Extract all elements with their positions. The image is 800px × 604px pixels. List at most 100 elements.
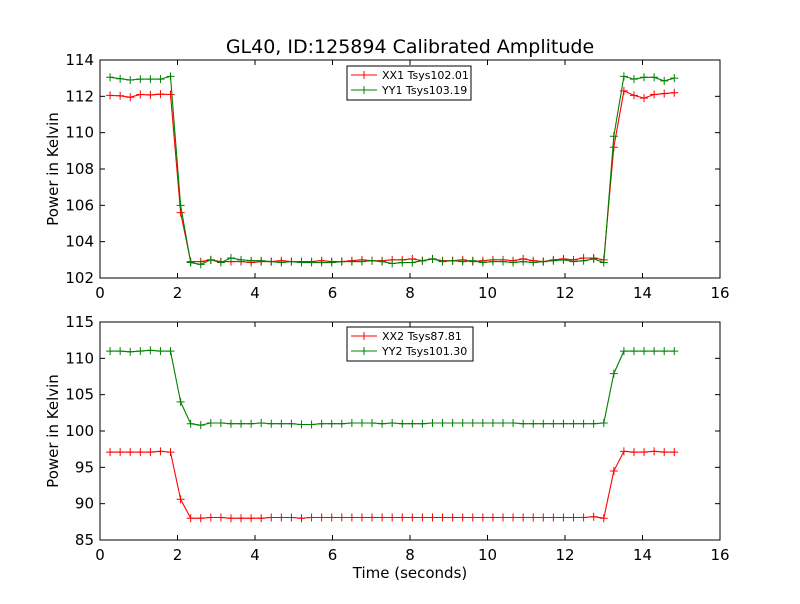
data-point <box>599 258 608 267</box>
data-point <box>146 90 155 99</box>
data-point <box>126 75 135 84</box>
data-point <box>176 208 185 217</box>
data-point <box>388 419 397 428</box>
data-point <box>196 260 205 269</box>
data-point <box>257 514 266 523</box>
data-point <box>166 347 175 356</box>
data-point <box>156 90 165 99</box>
data-point <box>619 347 628 356</box>
data-point <box>267 257 276 266</box>
data-point <box>388 513 397 522</box>
data-point <box>347 513 356 522</box>
data-point <box>267 419 276 428</box>
data-point <box>317 419 326 428</box>
data-point <box>337 513 346 522</box>
y-tick-label: 90 <box>75 495 94 513</box>
data-point <box>206 419 215 428</box>
data-point <box>428 254 437 263</box>
data-point <box>478 419 487 428</box>
data-point <box>126 347 135 356</box>
data-point <box>539 257 548 266</box>
data-point <box>226 254 235 263</box>
y-axis-label: Power in Kelvin <box>44 374 62 488</box>
data-point <box>277 513 286 522</box>
data-point <box>166 72 175 81</box>
data-point <box>529 258 538 267</box>
data-point <box>247 419 256 428</box>
series-line <box>110 450 675 519</box>
data-point <box>357 419 366 428</box>
legend-marker <box>360 86 368 94</box>
data-point <box>670 347 679 356</box>
data-point <box>287 513 296 522</box>
data-point <box>609 369 618 378</box>
data-point <box>609 143 618 152</box>
y-tick-label: 85 <box>75 531 94 549</box>
data-point <box>539 513 548 522</box>
data-point <box>529 513 538 522</box>
data-point <box>136 75 145 84</box>
data-point <box>307 420 316 429</box>
data-point <box>247 256 256 265</box>
y-tick-label: 95 <box>75 458 94 476</box>
data-point <box>448 419 457 428</box>
data-point <box>216 419 225 428</box>
data-point <box>619 447 628 456</box>
legend-box <box>346 326 474 362</box>
data-point <box>257 419 266 428</box>
data-point <box>458 513 467 522</box>
data-point <box>619 72 628 81</box>
data-point <box>186 258 195 267</box>
data-point <box>378 257 387 266</box>
x-tick-label: 2 <box>173 546 183 564</box>
data-point <box>237 514 246 523</box>
data-point <box>660 448 669 457</box>
data-point <box>186 419 195 428</box>
data-point <box>640 347 649 356</box>
data-point <box>499 513 507 522</box>
subplot-2: 0 2 4 6 8 10 12 14 16 85 90 95 100 105 110 115 Power in … <box>44 313 730 582</box>
y-axis-label: Power in Kelvin <box>44 112 62 226</box>
data-point <box>176 495 185 504</box>
legend-box <box>346 65 472 101</box>
x-tick-label: 0 <box>95 546 105 564</box>
data-point <box>629 347 638 356</box>
legend: XX2 Tsys87.81 YY2 Tsys101.30 <box>346 326 474 362</box>
data-point <box>478 513 487 522</box>
data-point <box>478 258 487 267</box>
data-point <box>408 258 417 267</box>
data-point <box>499 419 507 428</box>
data-point <box>428 513 437 522</box>
data-point <box>629 75 638 84</box>
data-point <box>549 256 558 265</box>
data-point <box>660 76 669 85</box>
y-tick-label: 115 <box>65 313 94 331</box>
x-axis-label: Time (seconds) <box>352 564 468 582</box>
data-point <box>660 89 669 98</box>
data-point <box>640 94 649 103</box>
y-tick-label: 106 <box>65 196 94 214</box>
data-point <box>297 420 306 429</box>
data-point <box>106 347 115 356</box>
data-point <box>438 513 447 522</box>
data-point <box>468 256 477 265</box>
data-point <box>368 419 377 428</box>
data-point <box>156 347 165 356</box>
legend-label: YY1 Tsys103.19 <box>381 84 467 97</box>
data-point <box>418 419 427 428</box>
data-point <box>106 91 115 100</box>
data-point <box>650 447 659 456</box>
data-point <box>468 513 477 522</box>
series-2 <box>106 72 679 269</box>
data-point <box>398 513 407 522</box>
data-point <box>237 419 246 428</box>
data-point <box>579 419 588 428</box>
subplot-1: 0 2 4 6 8 10 12 14 16 102 104 106 108 110 112 114 Power … <box>44 51 730 302</box>
data-point <box>468 419 477 428</box>
data-point <box>458 419 467 428</box>
data-point <box>609 132 618 141</box>
legend-marker <box>360 71 368 79</box>
data-point <box>136 90 145 99</box>
legend-label: XX2 Tsys87.81 <box>382 330 462 343</box>
data-point <box>357 513 366 522</box>
